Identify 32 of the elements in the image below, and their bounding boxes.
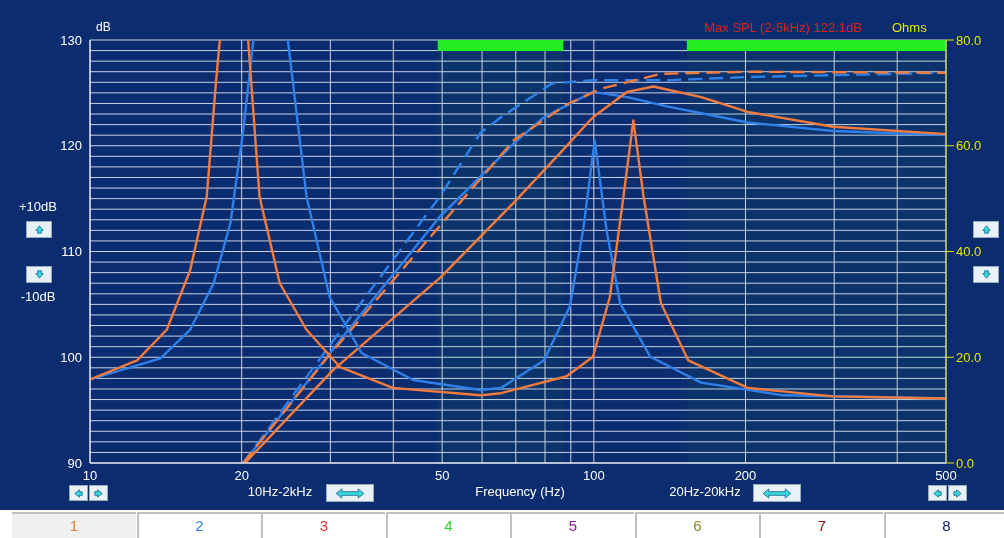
text: 3 [261, 512, 385, 538]
x-tick-label: 100 [582, 468, 605, 484]
text: 7 [759, 512, 883, 538]
text: Max SPL (2-5kHz) 122.1dB [703, 20, 862, 35]
x-tick-label: 20 [234, 468, 249, 484]
x-axis-title: Frequency (Hz) [474, 484, 566, 499]
text: 1 [12, 512, 136, 538]
text: -10dB [19, 289, 57, 304]
y-axis-title: dB [96, 20, 111, 34]
y2-tick-label: 20.0 [956, 349, 982, 365]
y2-tick-label: 40.0 [956, 244, 982, 260]
y-tick-label: 110 [61, 244, 82, 260]
x-tick-label: 200 [734, 468, 757, 484]
y-tick-label: 130 [60, 32, 82, 48]
y2-axis-title: Ohms [892, 20, 927, 35]
text: 6 [634, 512, 759, 538]
text: 8 [883, 512, 1004, 538]
y2-tick-label: 0.0 [956, 455, 975, 471]
x-tick-label: 500 [935, 468, 957, 484]
text: +10dB [18, 199, 58, 214]
text: 5 [510, 512, 634, 538]
text: 4 [385, 512, 510, 538]
y-tick-label: 90 [67, 455, 82, 471]
x-tick-label: 50 [434, 468, 450, 484]
x-tick-label: 10 [82, 468, 98, 484]
y-tick-label: 120 [60, 138, 82, 154]
y-tick-label: 100 [60, 349, 82, 365]
y2-tick-label: 60.0 [956, 138, 982, 154]
text: 20Hz-20kHz [668, 484, 742, 499]
text: 2 [136, 512, 261, 538]
text: 10Hz-2kHz [246, 484, 314, 499]
y2-tick-label: 80.0 [956, 32, 982, 48]
